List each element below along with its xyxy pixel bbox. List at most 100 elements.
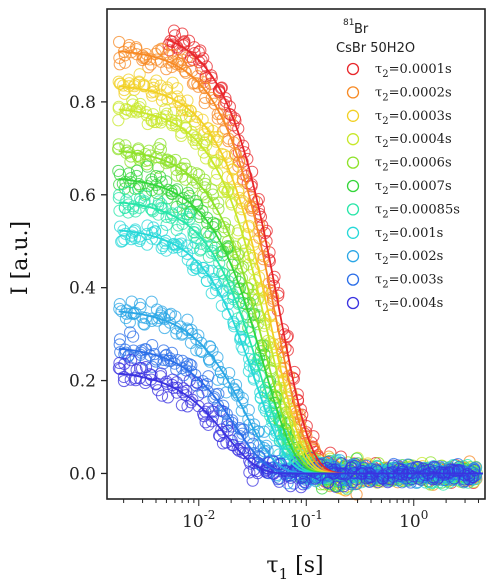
legend-header-element: Br (354, 22, 369, 37)
data-point (139, 311, 152, 325)
fit-curves-layer (118, 38, 483, 475)
data-point (215, 147, 228, 161)
data-point (179, 111, 193, 124)
data-point (235, 262, 248, 275)
data-point (244, 325, 257, 339)
data-point (200, 133, 213, 146)
data-point (117, 374, 131, 388)
data-point (202, 230, 215, 243)
data-point (237, 343, 250, 356)
data-point (243, 359, 256, 372)
data-point (132, 178, 145, 191)
data-point (225, 434, 238, 447)
data-point (205, 91, 218, 105)
legend-header-sample: CsBr 50H2O (336, 41, 415, 56)
data-point (215, 423, 228, 436)
x-tick-label: 10-1 (290, 508, 323, 532)
data-point (189, 137, 202, 150)
data-point (214, 365, 227, 379)
data-point (227, 320, 241, 333)
data-point (387, 470, 400, 483)
data-point (125, 295, 138, 308)
data-point (183, 212, 196, 225)
data-point (273, 435, 286, 448)
data-point (214, 82, 228, 95)
data-point (273, 475, 286, 488)
data-point (238, 447, 252, 460)
data-point (238, 146, 251, 159)
legend-label: τ2=0.00085s (375, 202, 460, 220)
axes-layer: 0.0 0.2 0.4 0.6 0.8 10-2 10-1 100 (69, 93, 479, 532)
data-point (134, 361, 147, 375)
data-point (226, 258, 239, 271)
data-point (224, 114, 237, 127)
data-point (243, 189, 256, 203)
data-point (218, 268, 231, 281)
data-point (160, 218, 173, 231)
data-point (155, 389, 169, 402)
legend-marker (346, 296, 360, 310)
data-point (190, 167, 203, 180)
data-point (226, 163, 239, 176)
legend-marker (346, 62, 360, 76)
data-point (117, 370, 131, 384)
data-point (192, 389, 205, 402)
data-point (216, 113, 229, 126)
data-point (113, 298, 126, 311)
data-point (199, 416, 212, 429)
data-point (284, 480, 297, 493)
data-point (193, 56, 206, 69)
data-point (171, 82, 184, 95)
data-point (155, 198, 168, 211)
data-point (138, 343, 152, 356)
data-point (142, 61, 155, 74)
legend-label: τ2=0.0006s (375, 156, 452, 174)
data-point (205, 405, 219, 418)
data-point (350, 488, 363, 501)
data-point (191, 176, 204, 190)
data-point (118, 49, 131, 62)
data-point (125, 354, 138, 367)
data-point (170, 327, 183, 340)
data-point (345, 478, 358, 491)
data-point (138, 189, 152, 202)
x-axis-label: τ1 [s] (266, 553, 323, 583)
data-point (163, 308, 176, 322)
data-point (396, 465, 410, 478)
legend-marker (346, 203, 360, 216)
data-point (194, 243, 207, 256)
data-point (215, 299, 228, 312)
legend-marker (346, 179, 360, 193)
legend-marker (346, 109, 360, 122)
data-point (133, 68, 146, 81)
legend-marker (346, 273, 360, 286)
legend-marker (346, 156, 360, 169)
data-point (232, 155, 246, 168)
legend-marker (346, 226, 360, 239)
data-point (168, 29, 181, 42)
data-point (209, 230, 222, 243)
data-point (160, 244, 173, 257)
data-point (133, 234, 146, 248)
data-point (122, 185, 135, 198)
x-tick-label: 100 (399, 508, 428, 532)
data-point (205, 183, 218, 196)
data-point (112, 138, 125, 151)
data-point (129, 205, 142, 218)
data-point (160, 348, 173, 361)
data-point (466, 470, 479, 484)
data-point (225, 198, 238, 211)
legend-label: τ2=0.0004s (375, 132, 452, 150)
data-point (181, 186, 195, 199)
data-point (206, 264, 219, 278)
data-point (172, 95, 185, 109)
legend-label: τ2=0.003s (375, 273, 443, 291)
data-point (193, 244, 207, 257)
data-point (181, 210, 194, 224)
data-point (210, 284, 223, 297)
data-point (160, 175, 173, 188)
data-point (181, 324, 194, 337)
data-point (247, 373, 260, 386)
data-point (138, 318, 151, 331)
